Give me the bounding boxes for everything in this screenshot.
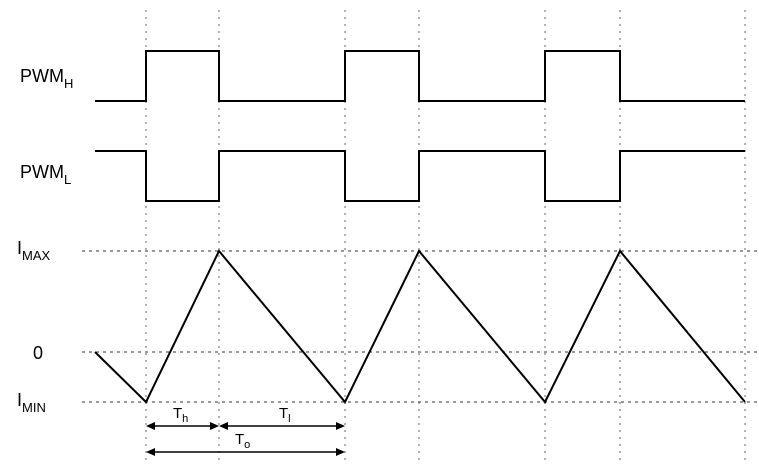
current-waveform: [94, 249, 746, 404]
pwm-l-label: PWML: [20, 162, 71, 187]
th-interval-arrow: [146, 422, 219, 430]
pwm-h-waveform: [95, 50, 745, 102]
zero-label: 0: [33, 343, 43, 363]
to-label: To: [235, 431, 250, 451]
i-min-label: IMIN: [17, 390, 46, 415]
th-label: Th: [173, 405, 188, 425]
horizontal-guides: [82, 250, 759, 403]
pwm-l-waveform: [95, 150, 745, 202]
tl-interval-arrow: [219, 422, 345, 430]
to-interval-arrow: [146, 448, 345, 456]
i-max-label: IMAX: [17, 238, 51, 263]
tl-label: Tl: [279, 405, 291, 425]
vertical-guides: [145, 10, 746, 464]
pwm-h-label: PWMH: [20, 66, 73, 91]
